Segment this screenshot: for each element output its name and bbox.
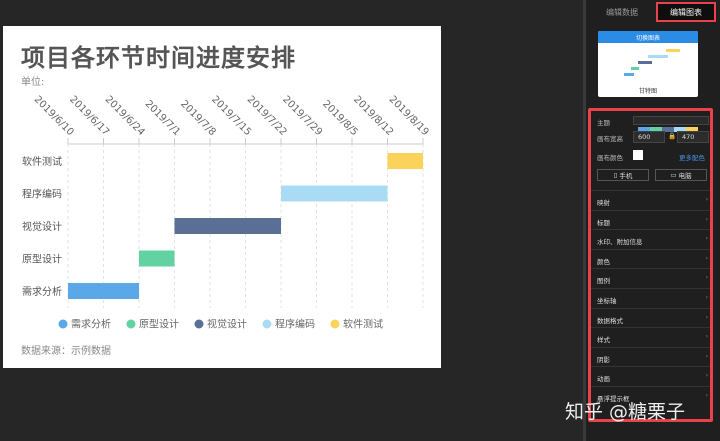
y-category-label: 程序编码 [22, 188, 62, 201]
width-input[interactable]: 600 [633, 131, 665, 143]
mobile-label: 手机 [619, 172, 633, 180]
legend-label: 需求分析 [71, 318, 111, 331]
settings-section[interactable]: 水印、附加信息 › [591, 229, 710, 249]
section-label: 水印、附加信息 [597, 238, 643, 247]
chart-type-caption: 甘特图 [638, 88, 657, 95]
settings-section[interactable]: 数据格式 › [591, 307, 710, 328]
monitor-icon: ▭ [670, 171, 679, 179]
canvas-color-picker[interactable] [633, 150, 643, 160]
settings-section[interactable]: 颜色 › [591, 248, 710, 269]
gantt-bar [174, 218, 281, 234]
chevron-icon: › [705, 254, 708, 262]
section-label: 标题 [597, 218, 610, 227]
theme-label: 主题 [597, 119, 610, 127]
section-label: 数据格式 [597, 316, 623, 325]
chart-card: 2019/6/10 2019/6/17 2019/6/24 2019/7/1 2019/… [3, 26, 441, 368]
legend-label: 原型设计 [139, 318, 179, 331]
section-label: 阴影 [597, 355, 610, 364]
x-tick-label: 2019/8/5 [320, 99, 360, 139]
chevron-icon: › [705, 372, 708, 380]
chevron-icon: › [705, 235, 708, 243]
y-category-label: 需求分析 [22, 285, 62, 298]
section-label: 映射 [597, 199, 610, 207]
legend-marker [262, 319, 272, 329]
tab-edit-chart[interactable]: 编辑图表 [656, 2, 716, 22]
height-input[interactable]: 470 [677, 131, 709, 143]
settings-section[interactable]: 动画 › [591, 366, 710, 386]
unit-label: 单位: [21, 77, 45, 88]
watermark: 知乎 @糖栗子 [565, 401, 686, 423]
canvas-color-label: 画布颜色 [597, 154, 623, 162]
desktop-label: 电脑 [678, 172, 692, 180]
section-label: 悬浮提示框 [597, 395, 630, 403]
chevron-icon: › [705, 196, 708, 203]
settings-box: 主题 画布宽高 600 🔒 470 画布颜色 更多配色 ▯ 手机 ▭ 电脑 映射… [588, 108, 713, 422]
gantt-bar [387, 153, 423, 169]
x-tick-label: 2019/7/8 [178, 99, 218, 139]
section-label: 动画 [597, 375, 610, 384]
gantt-thumbnail-icon [624, 49, 680, 76]
y-category-label: 软件测试 [22, 155, 62, 168]
section-label: 样式 [597, 336, 610, 345]
section-label: 图例 [597, 277, 610, 286]
theme-select[interactable] [633, 116, 709, 132]
legend-marker [330, 319, 340, 329]
gantt-bar [281, 185, 388, 202]
more-colors-link[interactable]: 更多配色 [679, 154, 705, 162]
chart-title: 项目各环节时间进度安排 [21, 44, 296, 72]
settings-section[interactable]: 图例 › [591, 268, 710, 288]
panel-divider[interactable] [583, 0, 586, 441]
settings-section[interactable]: 标题 › [591, 209, 710, 230]
legend-marker [194, 319, 204, 329]
phone-icon: ▯ [613, 171, 620, 179]
legend-marker [126, 319, 136, 329]
settings-section[interactable]: 映射 › [591, 190, 710, 210]
settings-section[interactable]: 悬浮提示框 › [591, 386, 710, 406]
gantt-bar [68, 283, 139, 299]
chevron-icon: › [705, 274, 708, 282]
legend-label: 视觉设计 [207, 318, 247, 331]
section-label: 颜色 [597, 257, 610, 266]
y-category-label: 原型设计 [22, 253, 62, 266]
mobile-button[interactable]: ▯ 手机 [597, 169, 649, 181]
desktop-button[interactable]: ▭ 电脑 [655, 169, 707, 181]
chevron-icon: › [705, 352, 708, 360]
legend-marker [58, 319, 68, 329]
settings-section[interactable]: 坐标轴 › [591, 288, 710, 308]
x-tick-label: 2019/7/1 [143, 99, 183, 139]
legend-label: 软件测试 [343, 318, 383, 331]
tab-edit-data[interactable]: 编辑数据 [606, 8, 638, 17]
gantt-chart: 2019/6/102019/6/172019/6/242019/7/12019/… [22, 94, 431, 331]
switch-chart-button[interactable]: 切换图表 [598, 31, 698, 43]
legend-label: 程序编码 [275, 318, 315, 331]
gantt-bar [139, 250, 175, 267]
section-label: 坐标轴 [597, 297, 617, 305]
chevron-icon: › [705, 313, 708, 321]
chevron-icon: › [705, 215, 708, 223]
chevron-icon: › [705, 392, 708, 399]
y-category-label: 视觉设计 [22, 220, 62, 233]
chart-type-preview[interactable]: 切换图表 甘特图 [598, 31, 698, 97]
chevron-icon: › [705, 333, 708, 341]
chevron-icon: › [705, 294, 708, 301]
source-label: 数据来源：示例数据 [21, 346, 111, 357]
settings-section[interactable]: 样式 › [591, 327, 710, 347]
settings-section[interactable]: 阴影 › [591, 346, 710, 367]
lock-icon[interactable]: 🔒 [668, 132, 677, 140]
size-label: 画布宽高 [597, 135, 623, 143]
